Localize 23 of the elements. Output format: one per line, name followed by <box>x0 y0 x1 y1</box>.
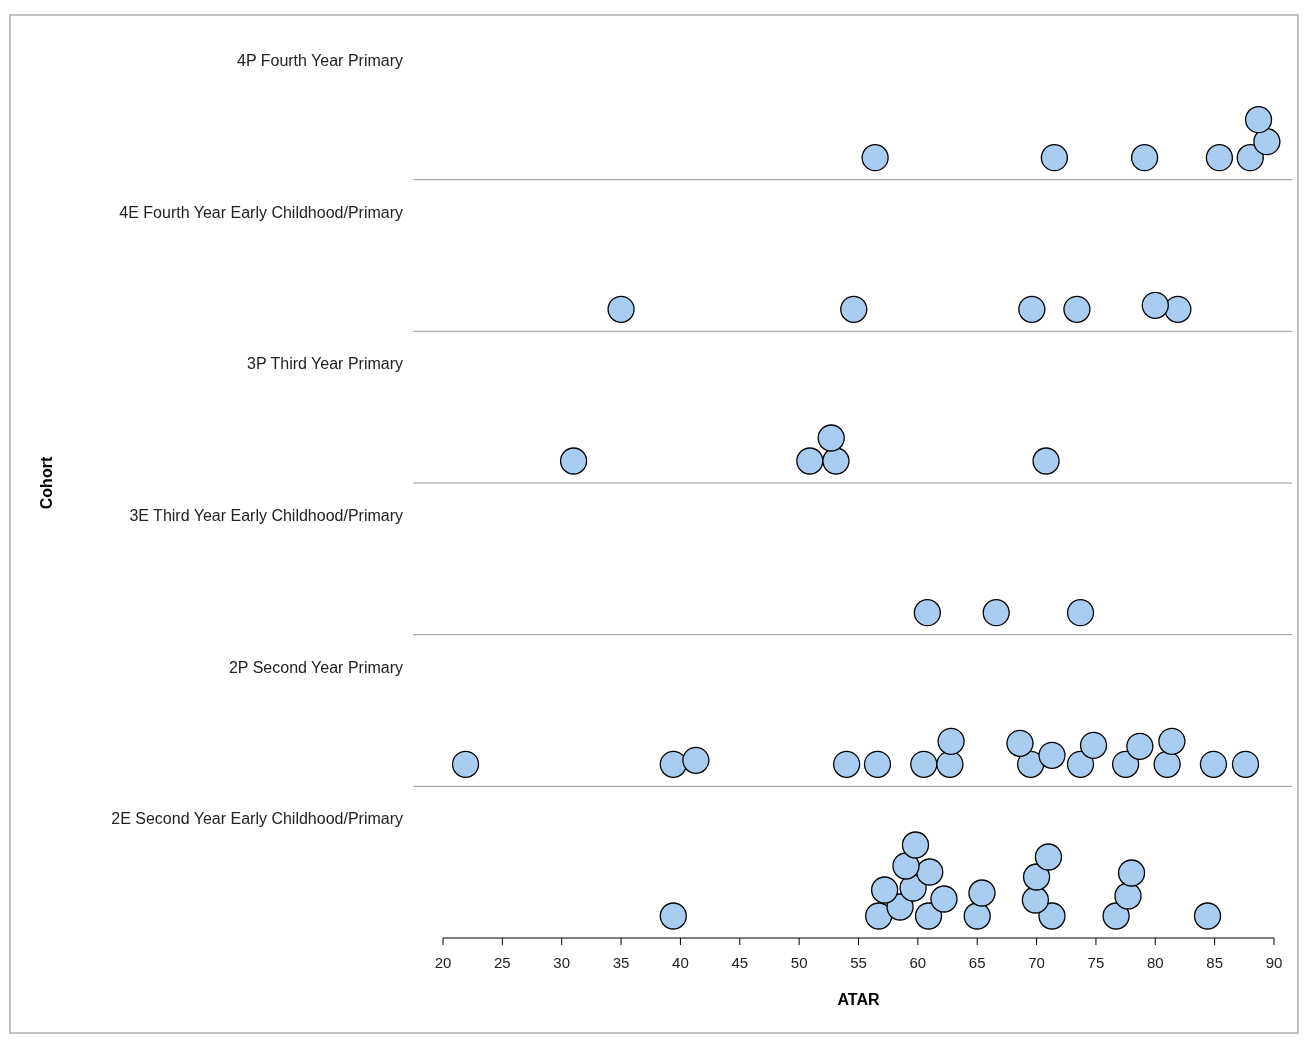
x-tick-label: 55 <box>850 954 867 971</box>
y-tick-label: 2E Second Year Early Childhood/Primary <box>111 810 403 828</box>
y-tick-label: 3P Third Year Primary <box>247 355 403 373</box>
x-tick-label: 80 <box>1146 954 1164 971</box>
x-tick-label: 35 <box>612 954 630 971</box>
y-tick-label: 3E Third Year Early Childhood/Primary <box>129 507 403 524</box>
x-tick-label: 90 <box>1265 954 1283 971</box>
x-tick-label: 60 <box>909 954 927 971</box>
x-tick-label: 45 <box>731 954 749 971</box>
x-tick-label: 75 <box>1087 954 1105 971</box>
x-tick-label: 70 <box>1028 954 1045 971</box>
x-tick-label: 40 <box>672 954 689 971</box>
x-tick-label: 50 <box>790 954 808 971</box>
x-tick-label: 20 <box>434 954 452 971</box>
y-axis-title: Cohort <box>38 456 55 510</box>
x-axis-title: ATAR <box>837 991 880 1008</box>
y-tick-label: 4P Fourth Year Primary <box>236 52 403 69</box>
x-tick-label: 25 <box>494 954 511 971</box>
x-tick-label: 30 <box>553 954 571 971</box>
x-tick-label: 85 <box>1206 954 1223 971</box>
x-tick-label: 65 <box>968 954 986 971</box>
y-tick-label: 4E Fourth Year Early Childhood/Primary <box>119 203 403 221</box>
y-tick-label: 2P Second Year Primary <box>228 658 403 676</box>
